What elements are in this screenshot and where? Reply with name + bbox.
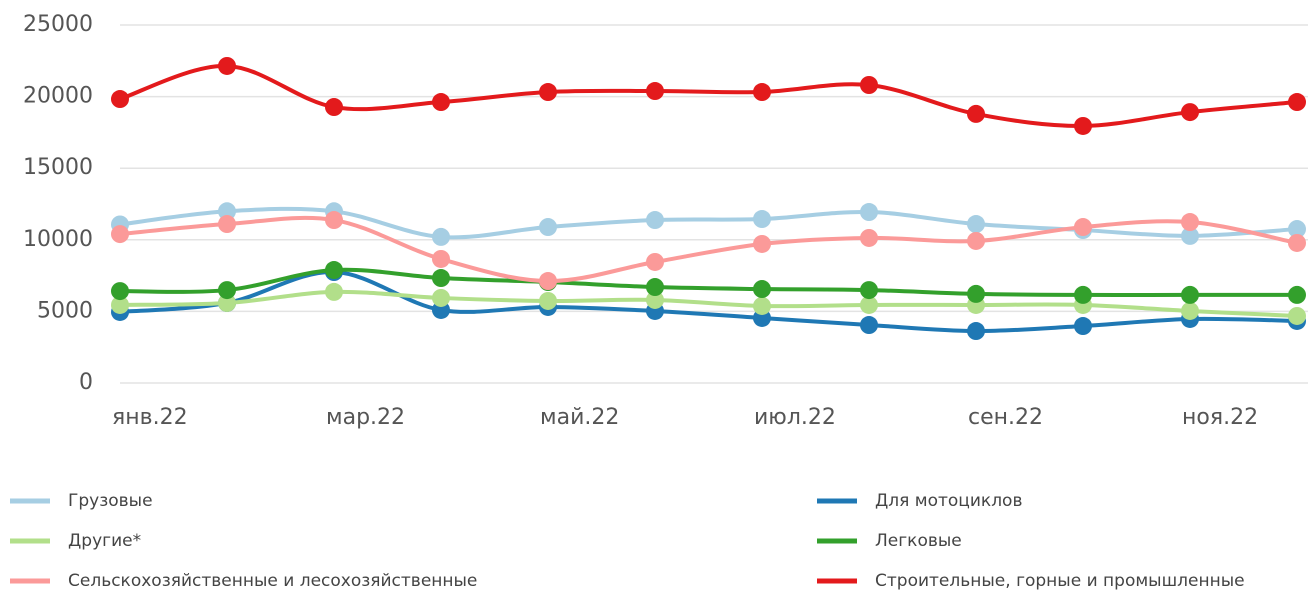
point [218, 215, 236, 234]
x-tick-label: май.22 [540, 405, 619, 430]
point [1074, 116, 1092, 135]
point [1288, 220, 1306, 239]
point [325, 98, 343, 117]
series-line [119, 206, 1298, 240]
y-tick-label: 5000 [37, 298, 93, 323]
series-line [119, 267, 1297, 298]
point [432, 93, 450, 112]
point [1288, 93, 1306, 112]
point [432, 269, 450, 288]
point [860, 316, 878, 335]
point [967, 231, 985, 250]
point [1181, 103, 1199, 122]
point [753, 83, 771, 102]
point [967, 322, 985, 341]
point [860, 76, 878, 95]
point [967, 284, 985, 303]
legend-label: Сельскохозяйственные и лесохозяйственные [68, 571, 477, 591]
y-tick-label: 15000 [23, 155, 93, 180]
point [218, 56, 236, 75]
series-line [119, 63, 1298, 128]
point [753, 280, 771, 299]
y-tick-label: 25000 [23, 12, 93, 37]
point [860, 203, 878, 222]
legend-label: Для мотоциклов [875, 491, 1022, 511]
point [967, 215, 985, 234]
point [646, 290, 664, 309]
point [860, 281, 878, 300]
point [1288, 233, 1306, 252]
point [432, 288, 450, 307]
point [111, 225, 129, 244]
point [1181, 301, 1199, 320]
point [539, 272, 557, 291]
legend-label: Строительные, горные и промышленные [875, 571, 1245, 591]
y-tick-label: 20000 [23, 84, 93, 109]
point [111, 295, 129, 314]
point [432, 249, 450, 268]
series-line [119, 215, 1298, 284]
point [1288, 306, 1306, 325]
point [325, 261, 343, 280]
point [860, 295, 878, 314]
x-tick-label: янв.22 [112, 405, 188, 430]
point [1181, 285, 1199, 304]
point [1074, 218, 1092, 237]
point [218, 281, 236, 300]
y-tick-label: 10000 [23, 227, 93, 252]
point [218, 293, 236, 312]
point [753, 210, 771, 229]
x-tick-label: ноя.22 [1182, 405, 1258, 430]
point [753, 234, 771, 253]
point [111, 90, 129, 109]
point [646, 211, 664, 230]
point [539, 218, 557, 237]
x-tick-label: сен.22 [968, 405, 1043, 430]
point [1074, 285, 1092, 304]
x-tick-label: июл.22 [754, 405, 836, 430]
point [646, 252, 664, 271]
point [325, 282, 343, 301]
point [646, 278, 664, 297]
point [218, 202, 236, 221]
point [325, 211, 343, 230]
point [1288, 285, 1306, 304]
point [860, 228, 878, 247]
point [539, 291, 557, 310]
point [646, 82, 664, 101]
legend-label: Грузовые [68, 491, 153, 511]
point [111, 282, 129, 301]
x-tick-label: мар.22 [326, 405, 405, 430]
series-line [119, 289, 1298, 318]
point [432, 227, 450, 246]
legend-label: Другие* [68, 531, 141, 551]
point [967, 104, 985, 123]
point [1074, 317, 1092, 336]
legend-label: Легковые [875, 531, 962, 551]
y-tick-label: 0 [79, 370, 93, 395]
point [753, 296, 771, 315]
point [1181, 226, 1199, 245]
point [539, 83, 557, 102]
point [1181, 213, 1199, 232]
